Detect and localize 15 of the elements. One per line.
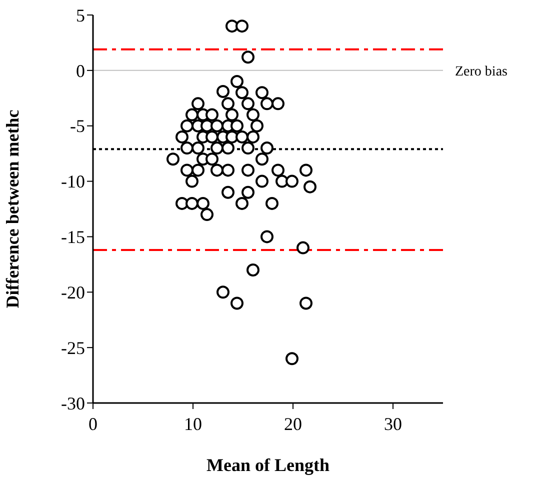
y-tick-label: -10: [61, 172, 85, 192]
ref-line-label: Zero bias: [455, 64, 508, 80]
x-axis-title: Mean of Length: [206, 455, 330, 475]
x-tick-label: 20: [284, 414, 302, 434]
y-tick-label: -20: [61, 282, 85, 303]
x-tick-label: 0: [88, 414, 98, 434]
y-tick-label: 0: [76, 60, 85, 81]
y-tick-label: 5: [76, 5, 85, 26]
y-tick-label: -30: [61, 393, 85, 414]
x-tick-label: 30: [384, 414, 402, 434]
y-axis-title: Difference between methc: [2, 110, 22, 308]
x-tick-label: 10: [184, 414, 202, 434]
y-tick-label: -15: [61, 227, 85, 248]
y-tick-label: -5: [70, 116, 85, 136]
y-tick-label: -25: [61, 338, 85, 358]
